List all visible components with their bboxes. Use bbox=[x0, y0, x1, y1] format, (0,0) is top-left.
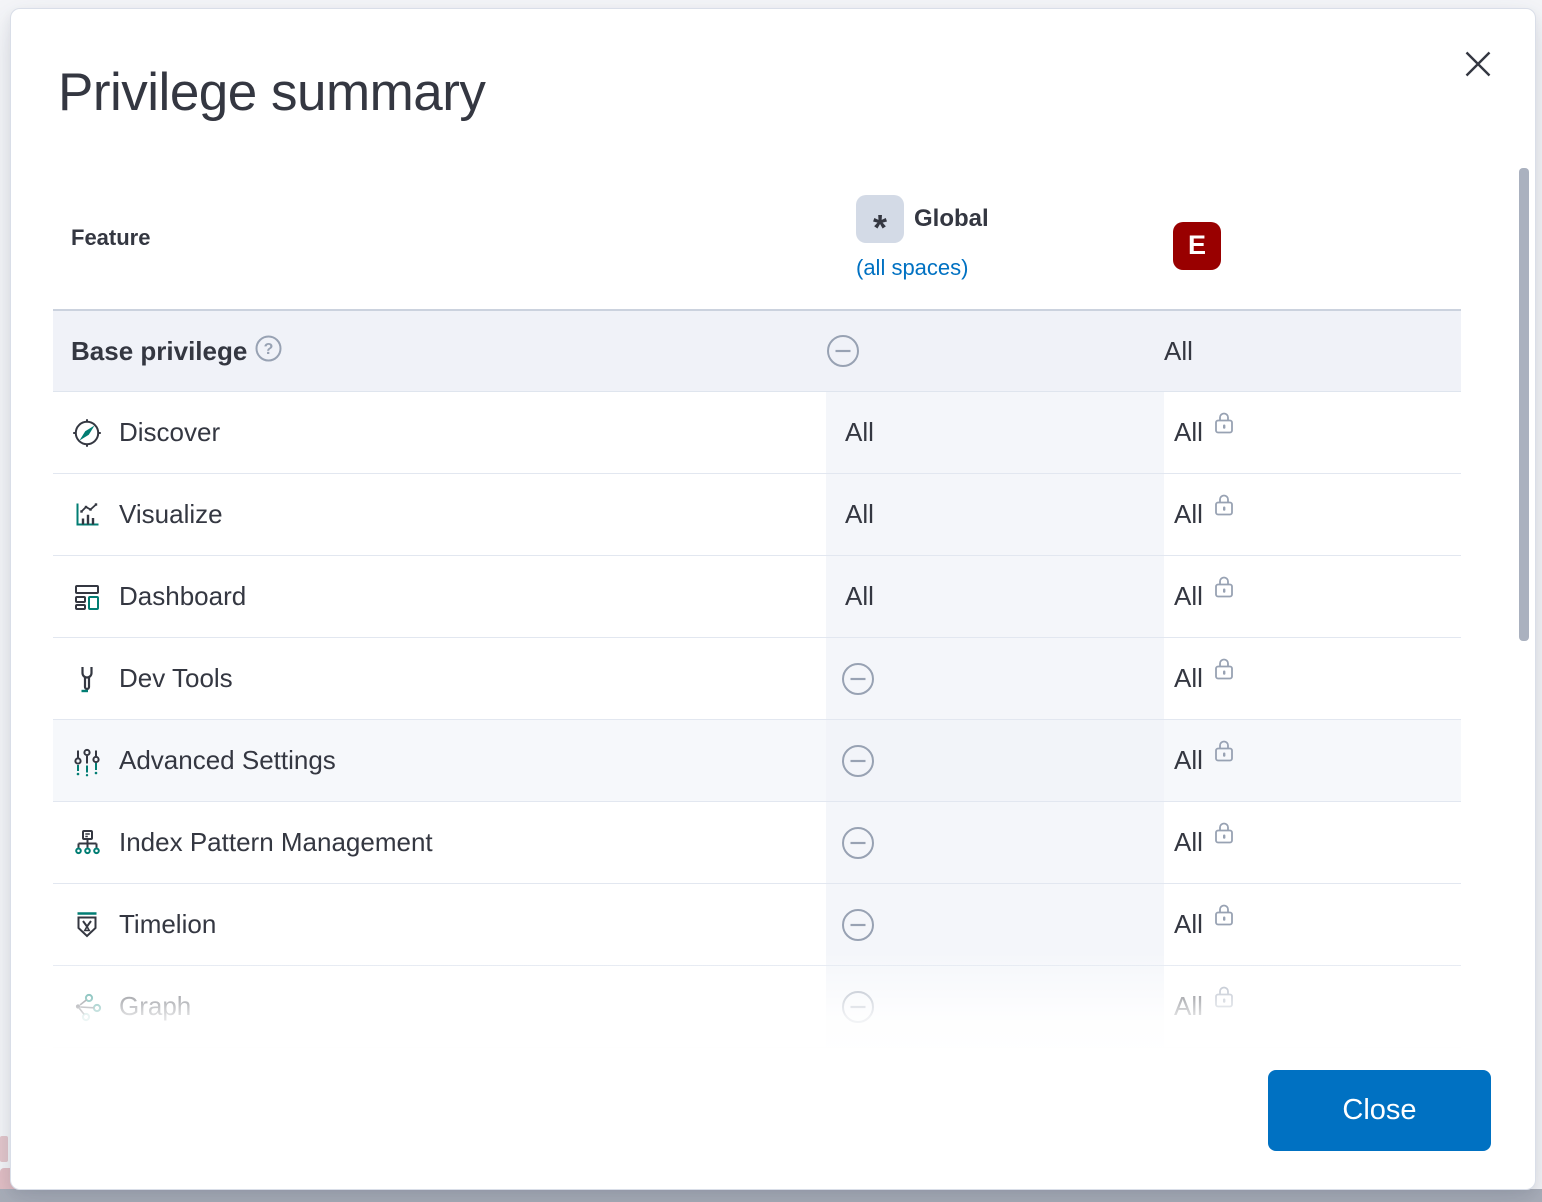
privilege-value: All bbox=[845, 581, 874, 611]
base-privilege-label: Base privilege bbox=[71, 335, 248, 366]
global-privilege-cell bbox=[826, 966, 1164, 1047]
global-privilege-cell bbox=[826, 720, 1164, 801]
privilege-value: All bbox=[1174, 499, 1203, 529]
feature-cell: Index Pattern Management bbox=[53, 802, 826, 883]
index-pattern-icon bbox=[71, 827, 103, 859]
close-icon[interactable] bbox=[1457, 45, 1499, 87]
privilege-value: All bbox=[1174, 581, 1203, 611]
space-privilege-cell: All bbox=[1164, 720, 1461, 801]
privilege-value: All bbox=[1174, 745, 1203, 775]
lock-icon bbox=[1213, 984, 1235, 1010]
privilege-summary-modal: Privilege summary Feature * Global (all … bbox=[10, 8, 1536, 1190]
feature-label: Advanced Settings bbox=[119, 745, 336, 775]
minus-icon bbox=[826, 334, 860, 368]
space-privilege-cell: All bbox=[1164, 474, 1461, 555]
privilege-value: All bbox=[1174, 909, 1203, 939]
table-row: Advanced Settings All bbox=[53, 720, 1461, 802]
feature-label: Index Pattern Management bbox=[119, 827, 433, 857]
privilege-value: All bbox=[1174, 827, 1203, 857]
feature-label: Visualize bbox=[119, 499, 223, 529]
lock-icon bbox=[1213, 574, 1235, 600]
feature-cell: Visualize bbox=[53, 474, 826, 555]
base-privilege-row: Base privilege ? All bbox=[53, 309, 1461, 392]
privilege-value: All bbox=[845, 499, 874, 529]
feature-label: Timelion bbox=[119, 909, 217, 939]
table-row: Timelion All bbox=[53, 884, 1461, 966]
graph-icon bbox=[71, 991, 103, 1023]
background-page-strip bbox=[0, 1189, 1542, 1202]
privilege-value: All bbox=[1174, 417, 1203, 447]
privilege-value: All bbox=[845, 417, 874, 447]
visualize-icon bbox=[71, 499, 103, 531]
privilege-table: Feature * Global (all spaces) E Base pri… bbox=[53, 166, 1461, 1048]
table-row: Dashboard All All bbox=[53, 556, 1461, 638]
space-privilege-cell: All bbox=[1164, 392, 1461, 473]
lock-icon bbox=[1213, 410, 1235, 436]
global-privilege-cell bbox=[826, 884, 1164, 965]
global-privilege-cell bbox=[826, 638, 1164, 719]
scrollbar-thumb[interactable] bbox=[1519, 168, 1529, 641]
minus-icon bbox=[841, 826, 875, 860]
space-privilege-cell: All bbox=[1164, 556, 1461, 637]
lock-icon bbox=[1213, 902, 1235, 928]
close-x-glyph bbox=[1464, 50, 1492, 83]
feature-cell: Dashboard bbox=[53, 556, 826, 637]
table-row: Discover All All bbox=[53, 392, 1461, 474]
dev-tools-icon bbox=[71, 663, 103, 695]
base-space-cell: All bbox=[1164, 336, 1461, 367]
space-privilege-cell: All bbox=[1164, 802, 1461, 883]
minus-icon bbox=[841, 990, 875, 1024]
table-row: Index Pattern Management All bbox=[53, 802, 1461, 884]
privilege-value: All bbox=[1174, 991, 1203, 1021]
table-body: Discover All All Visualize All All Dashboard Al… bbox=[53, 392, 1461, 1048]
table-row: Graph All bbox=[53, 966, 1461, 1048]
feature-label: Discover bbox=[119, 417, 221, 447]
privilege-value: All bbox=[1174, 663, 1203, 693]
advanced-settings-icon bbox=[71, 745, 103, 777]
minus-icon bbox=[841, 744, 875, 778]
global-column-header: * Global (all spaces) bbox=[826, 166, 1164, 309]
timelion-icon bbox=[71, 909, 103, 941]
close-button[interactable]: Close bbox=[1268, 1070, 1491, 1151]
feature-cell: Dev Tools bbox=[53, 638, 826, 719]
feature-column-header: Feature bbox=[71, 224, 151, 250]
feature-label: Dashboard bbox=[119, 581, 247, 611]
global-privilege-cell bbox=[826, 802, 1164, 883]
lock-icon bbox=[1213, 656, 1235, 682]
global-space-avatar: * bbox=[856, 194, 904, 248]
feature-cell: Graph bbox=[53, 966, 826, 1047]
lock-icon bbox=[1213, 492, 1235, 518]
feature-cell: Discover bbox=[53, 392, 826, 473]
lock-icon bbox=[1213, 820, 1235, 846]
background-artifact bbox=[0, 1136, 8, 1162]
global-privilege-cell: All bbox=[826, 556, 1164, 637]
lock-icon bbox=[1213, 738, 1235, 764]
space-e-avatar: E bbox=[1173, 221, 1221, 270]
dashboard-icon bbox=[71, 581, 103, 613]
space-privilege-cell: All bbox=[1164, 884, 1461, 965]
page-title: Privilege summary bbox=[58, 63, 486, 122]
global-privilege-cell: All bbox=[826, 474, 1164, 555]
question-icon[interactable]: ? bbox=[255, 335, 282, 362]
space-column-header: E bbox=[1164, 166, 1461, 309]
table-row: Visualize All All bbox=[53, 474, 1461, 556]
privilege-value: All bbox=[1164, 335, 1193, 366]
global-privilege-cell: All bbox=[826, 392, 1164, 473]
feature-cell: Timelion bbox=[53, 884, 826, 965]
space-privilege-cell: All bbox=[1164, 966, 1461, 1047]
global-column-title: Global bbox=[914, 204, 989, 232]
all-spaces-link[interactable]: (all spaces) bbox=[856, 254, 969, 280]
minus-icon bbox=[841, 662, 875, 696]
feature-label: Dev Tools bbox=[119, 663, 233, 693]
feature-cell: Advanced Settings bbox=[53, 720, 826, 801]
table-row: Dev Tools All bbox=[53, 638, 1461, 720]
minus-icon bbox=[841, 908, 875, 942]
discover-icon bbox=[71, 417, 103, 449]
feature-label: Graph bbox=[119, 991, 192, 1021]
svg-text:?: ? bbox=[264, 341, 274, 358]
base-global-cell bbox=[826, 334, 1164, 368]
space-privilege-cell: All bbox=[1164, 638, 1461, 719]
table-header-row: Feature * Global (all spaces) E bbox=[53, 166, 1461, 309]
